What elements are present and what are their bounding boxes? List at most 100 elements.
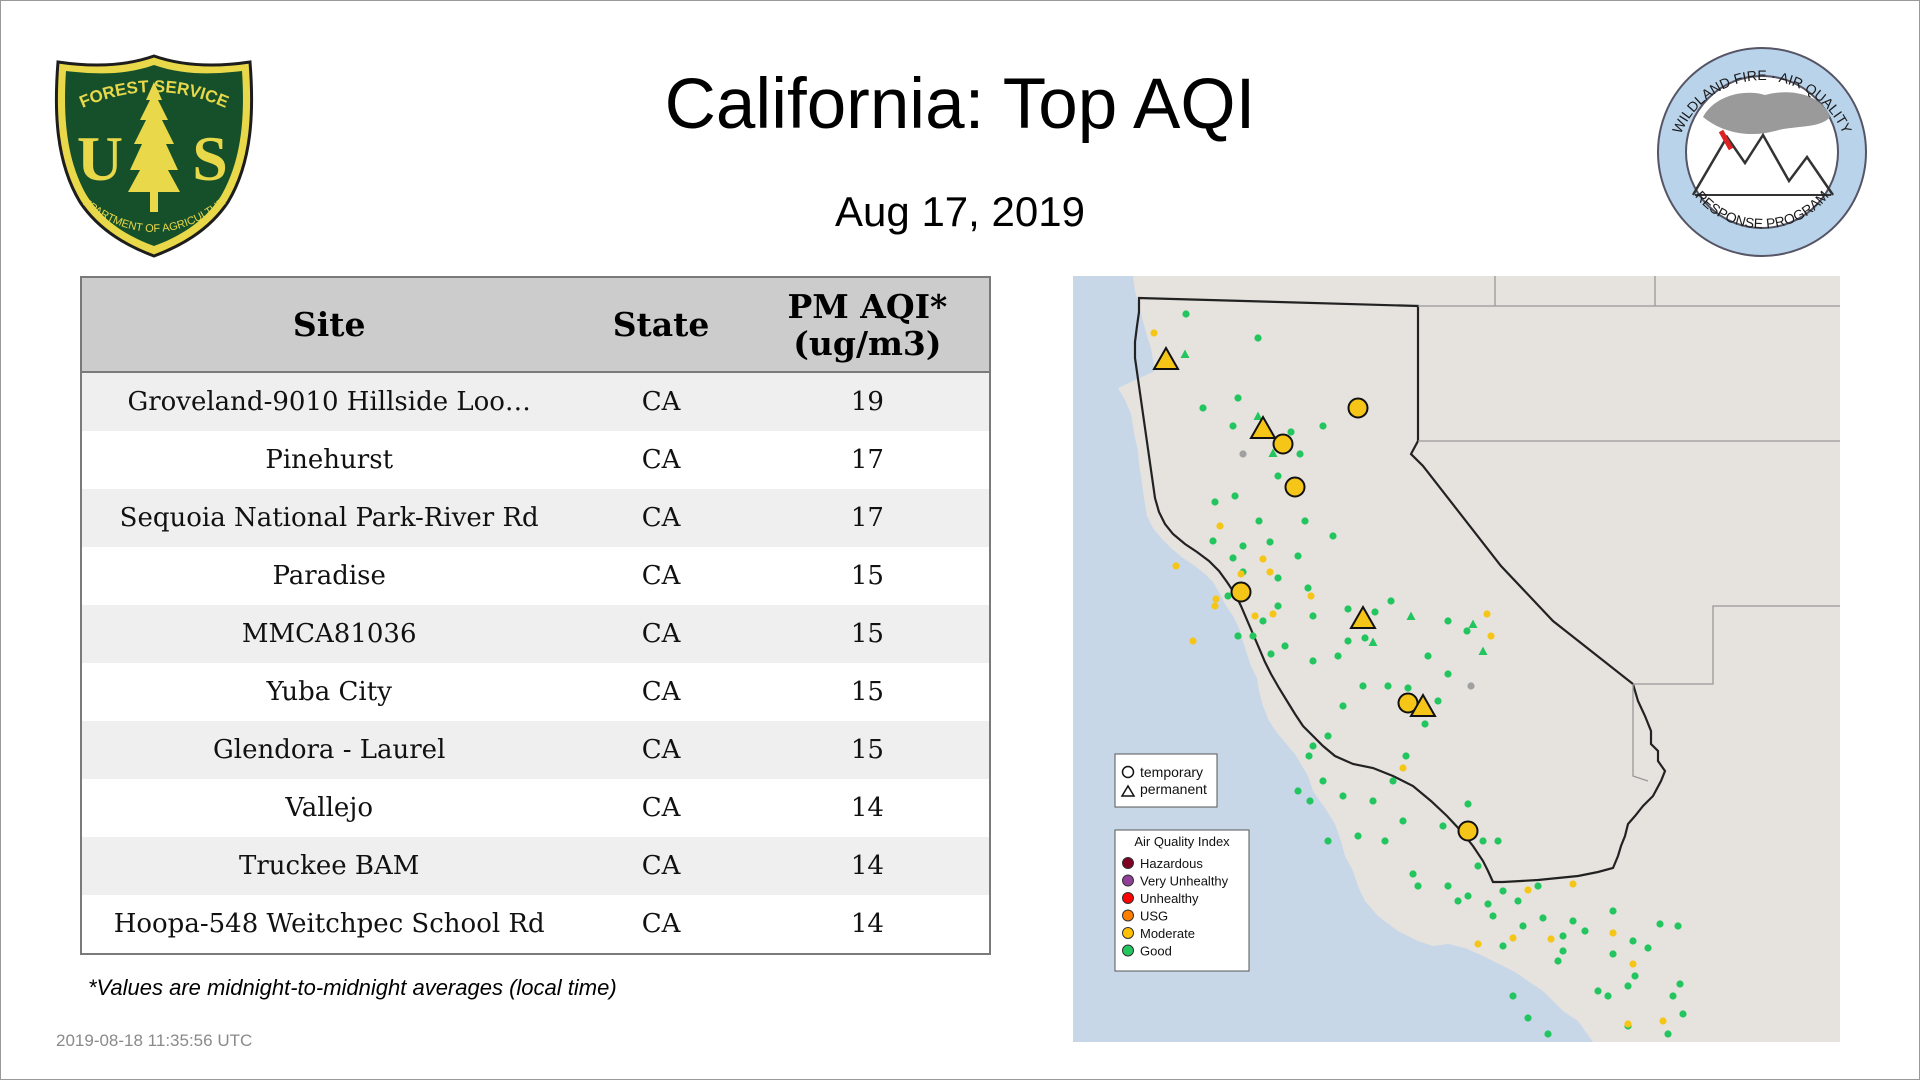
good-site-marker [1479,837,1487,845]
top-temporary-site-marker [1230,581,1252,603]
good-site-marker [1421,720,1429,728]
aqi-legend-swatch [1122,874,1134,887]
good-site-marker [1182,310,1190,318]
good-site-marker [1274,472,1282,480]
good-permanent-site-marker [1406,611,1416,620]
good-site-marker [1381,837,1389,845]
good-site-marker [1409,870,1417,878]
good-site-marker [1664,1030,1672,1038]
good-site-marker [1339,702,1347,710]
moderate-site-marker [1211,602,1219,610]
state-cell: CA [576,663,746,721]
site-type-legend: temporary permanent [1114,753,1218,808]
aqi-header-line1: PM AQI* [787,286,948,326]
good-site-marker [1484,900,1492,908]
permanent-triangle-icon [1120,784,1136,797]
aqi-cell: 14 [745,837,990,895]
site-cell: Pinehurst [81,431,577,489]
good-site-marker [1334,652,1342,660]
table-header-row: Site State PM AQI* (ug/m3) [81,277,990,373]
top-temporary-site-marker [1272,433,1294,455]
aqi-legend: Air Quality Index Hazardous Very Unhealth… [1114,829,1250,972]
good-site-marker [1519,922,1527,930]
table-row: Hoopa-548 Weitchpec School Rd CA 14 [81,895,990,954]
good-site-marker [1569,917,1577,925]
moderate-site-marker [1251,612,1259,620]
good-site-marker [1344,637,1352,645]
good-site-marker [1209,537,1217,545]
good-site-marker [1369,797,1377,805]
table-row: Vallejo CA 14 [81,779,990,837]
good-site-marker [1339,792,1347,800]
good-site-marker [1644,944,1652,952]
moderate-site-marker [1189,637,1197,645]
good-site-marker [1387,597,1395,605]
top-permanent-site-marker [1349,604,1377,629]
good-site-marker [1434,697,1442,705]
pine-tree-icon [128,82,180,212]
moderate-site-marker [1259,555,1267,563]
aqi-cell: 15 [745,605,990,663]
state-cell: CA [576,895,746,954]
good-site-marker [1281,642,1289,650]
moderate-site-marker [1307,592,1315,600]
good-site-marker [1384,682,1392,690]
site-cell: Hoopa-548 Weitchpec School Rd [81,895,577,954]
state-cell: CA [576,431,746,489]
good-site-marker [1229,554,1237,562]
moderate-site-marker [1212,595,1220,603]
aqi-cell: 17 [745,431,990,489]
top-aqi-table: Site State PM AQI* (ug/m3) Groveland-901… [80,276,991,955]
legend-temporary-label: temporary [1140,764,1203,780]
good-site-marker [1444,670,1452,678]
california-aqi-map: temporary permanent Air Quality Index Ha… [1073,276,1840,1042]
good-permanent-site-marker [1253,411,1263,420]
good-site-marker [1294,787,1302,795]
logo-letter-s: S [192,123,228,194]
moderate-site-marker [1569,880,1577,888]
good-site-marker [1296,450,1304,458]
report-date: Aug 17, 2019 [835,188,1085,235]
moderate-site-marker [1659,1017,1667,1025]
column-header-state: State [576,277,746,373]
good-site-marker [1424,652,1432,660]
good-site-marker [1402,752,1410,760]
good-site-marker [1489,912,1497,920]
good-site-marker [1444,882,1452,890]
top-permanent-site-marker [1409,692,1437,717]
good-site-marker [1609,950,1617,958]
good-site-marker [1309,612,1317,620]
moderate-site-marker [1269,610,1277,618]
monitor-sites [1150,310,1687,1038]
good-site-marker [1224,592,1232,600]
good-site-marker [1389,777,1397,785]
good-site-marker [1604,992,1612,1000]
good-permanent-site-marker [1478,646,1488,655]
top-temporary-site-marker [1347,397,1369,419]
moderate-site-marker [1509,934,1517,942]
state-cell: CA [576,605,746,663]
site-marker [1239,450,1247,458]
good-site-marker [1624,982,1632,990]
wildland-fire-air-quality-logo: WILDLAND FIRE · AIR QUALITY RESPONSE PRO… [1657,47,1867,257]
good-site-marker [1539,914,1547,922]
good-site-marker [1463,627,1471,635]
aqi-legend-swatch [1122,857,1134,869]
moderate-site-marker [1474,940,1482,948]
aqi-cell: 15 [745,663,990,721]
land-area [1118,276,1840,1042]
state-cell: CA [576,837,746,895]
good-site-marker [1324,732,1332,740]
good-site-marker [1474,862,1482,870]
column-header-site: Site [81,277,577,373]
good-site-marker [1679,1010,1687,1018]
state-cell: CA [576,547,746,605]
good-site-marker [1439,822,1447,830]
moderate-site-marker [1150,329,1158,337]
aqi-cell: 14 [745,779,990,837]
good-permanent-site-marker [1368,637,1378,646]
good-site-marker [1609,907,1617,915]
table-row: MMCA81036 CA 15 [81,605,990,663]
top-temporary-site-marker [1457,820,1479,842]
footnote: *Values are midnight-to-midnight average… [88,975,617,1000]
